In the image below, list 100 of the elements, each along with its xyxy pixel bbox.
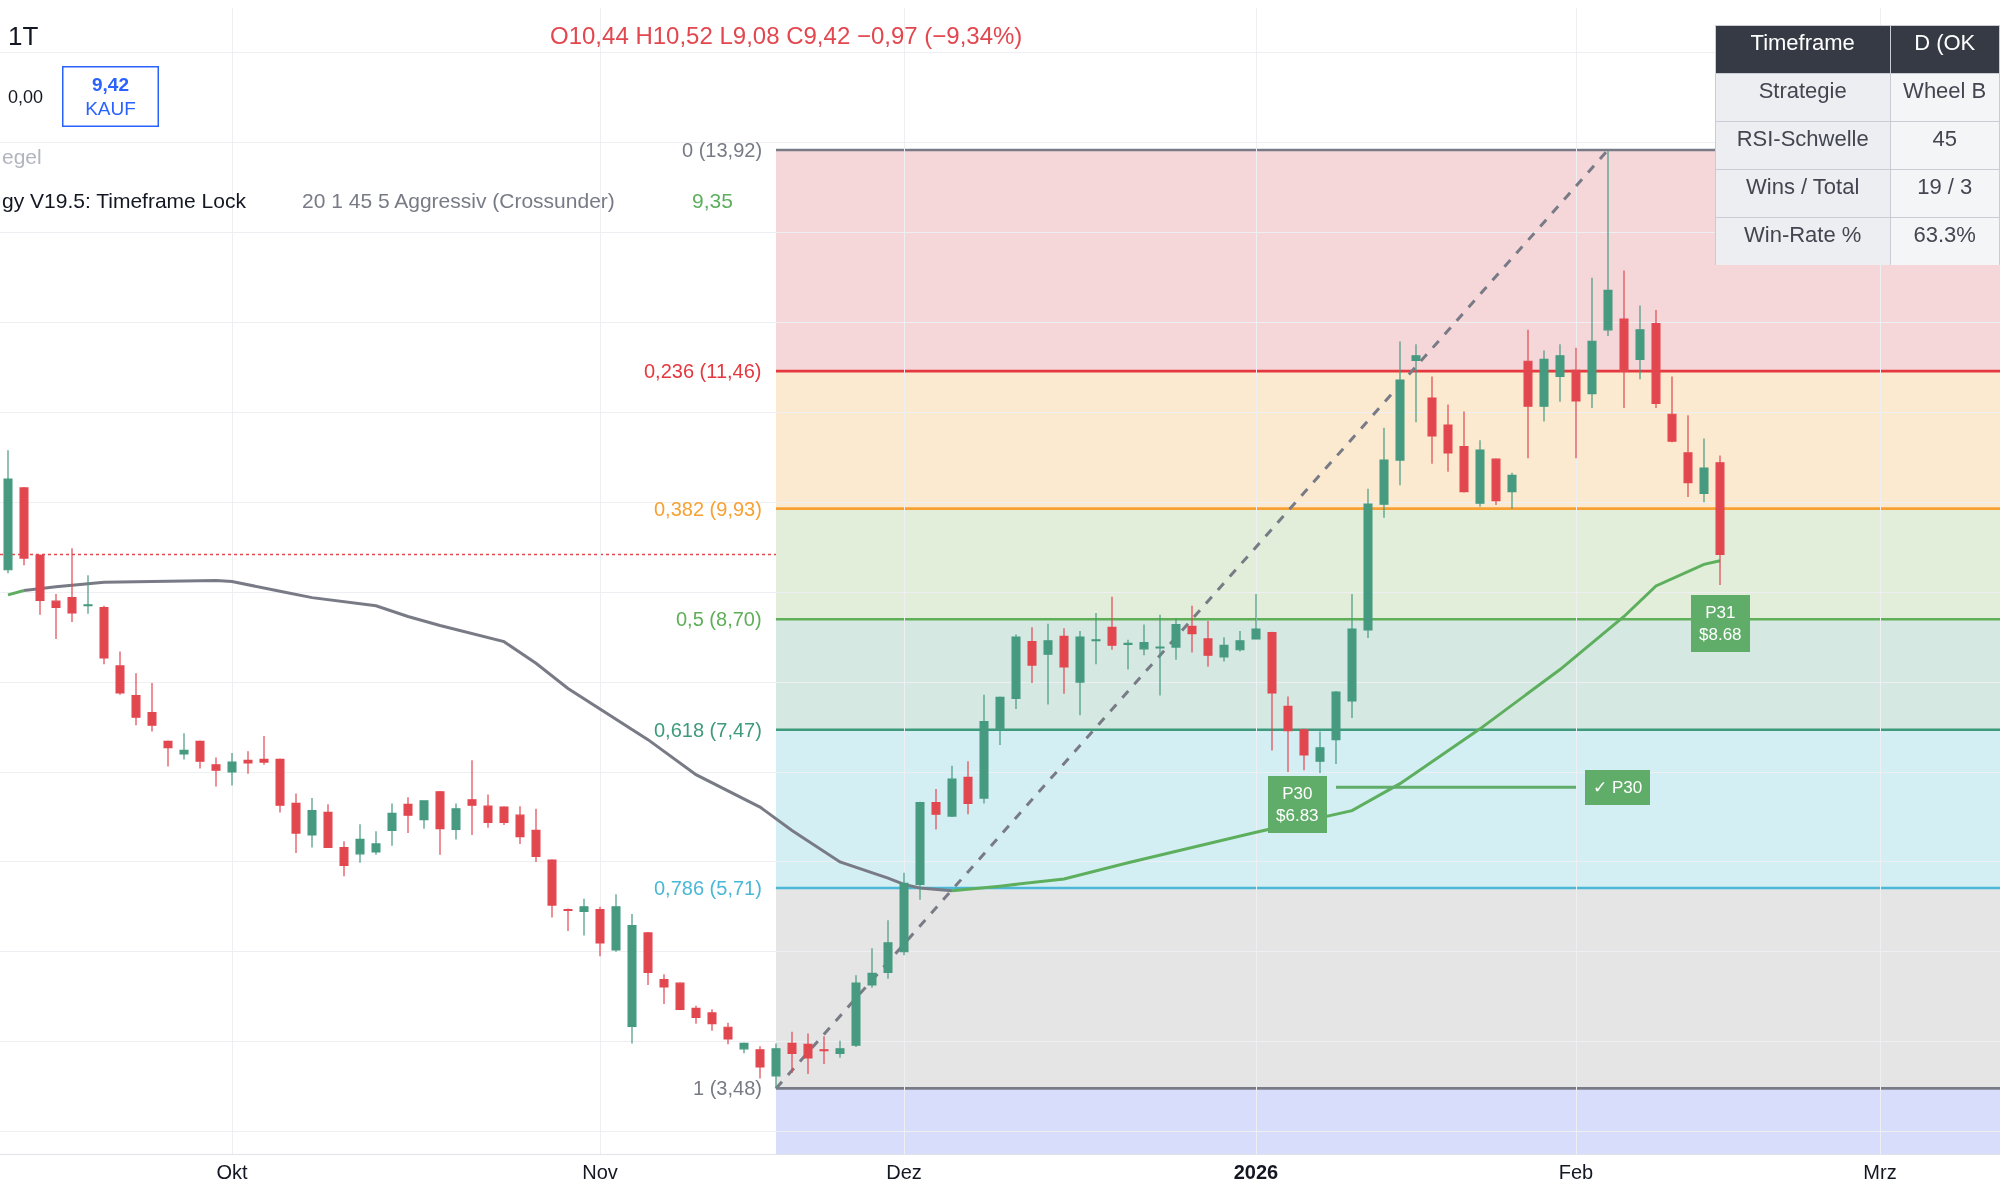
candlestick [1203, 620, 1213, 668]
candlestick [771, 1042, 781, 1089]
ref-line-label: 0,5 (8,70) [676, 608, 762, 630]
candlestick [883, 919, 893, 980]
candlestick [1219, 636, 1229, 663]
candlestick [787, 1031, 797, 1074]
candlestick [931, 788, 941, 831]
candlestick [515, 805, 525, 845]
x-tick-label: 2026 [1233, 1161, 1279, 1183]
annotation: P30 $6.83 [1276, 784, 1319, 826]
candlestick [1411, 343, 1421, 423]
ref-line-label: 1 (3,48) [693, 1077, 762, 1099]
candlestick [275, 757, 285, 814]
candlestick [1699, 437, 1709, 503]
candlestick [1267, 631, 1277, 752]
candlestick [291, 792, 301, 854]
candlestick [419, 800, 429, 830]
annotation: 9,42 KAUF [85, 73, 136, 120]
candlestick [1043, 623, 1053, 706]
candlestick [1443, 403, 1453, 473]
candlestick [1507, 472, 1517, 510]
candlestick [147, 682, 157, 733]
candlestick [1491, 457, 1501, 506]
candlestick [259, 735, 269, 766]
candlestick [1299, 728, 1309, 771]
candlestick [339, 840, 349, 877]
x-tick-label: Mrz [1863, 1161, 1897, 1183]
candlestick [1715, 455, 1725, 586]
candlestick [1523, 329, 1533, 459]
candlestick [1283, 695, 1293, 773]
annotation: egel [2, 145, 42, 168]
candlestick [1667, 375, 1677, 443]
candlestick [467, 759, 477, 836]
candlestick [723, 1022, 733, 1045]
text: 1T [8, 21, 39, 52]
candlestick [1539, 349, 1549, 423]
ref-line-label: 0,618 (7,47) [654, 719, 762, 741]
candlestick [675, 981, 685, 1010]
candlestick [99, 605, 109, 665]
x-tick-label: Nov [582, 1161, 618, 1183]
candlestick [1059, 627, 1069, 695]
candlestick [739, 1041, 749, 1054]
candlestick [1011, 633, 1021, 710]
candlestick [595, 906, 605, 957]
candlestick [627, 913, 637, 1045]
candlestick [211, 757, 221, 787]
ref-line-label: 0 (13,92) [682, 139, 763, 161]
candlestick [1683, 414, 1693, 498]
candlestick [1139, 623, 1149, 656]
annotation: gy V19.5: Timeframe Lock [2, 189, 247, 212]
candlestick [963, 760, 973, 815]
candlestick [1619, 269, 1629, 409]
candlestick [1635, 304, 1645, 380]
candlestick [1395, 340, 1405, 486]
candlestick [1363, 488, 1373, 639]
candlestick [1155, 614, 1165, 697]
annotation: 63.3% [1913, 221, 1976, 247]
candlestick [915, 801, 925, 901]
candlestick [435, 790, 445, 856]
candlestick [1251, 593, 1261, 640]
candlestick [803, 1032, 813, 1075]
candlestick [691, 1005, 701, 1025]
x-tick-label: Feb [1558, 1161, 1594, 1183]
candlestick [531, 808, 541, 863]
candlestick [179, 732, 189, 761]
candlestick [851, 974, 861, 1048]
candlestick [451, 802, 461, 841]
candlestick [323, 803, 333, 849]
candlestick [499, 805, 509, 826]
candlestick [867, 947, 877, 989]
candlestick [819, 1035, 829, 1065]
candlestick [1459, 410, 1469, 494]
annotation: 0,00 [8, 87, 44, 107]
candlestick [643, 931, 653, 986]
candlestick [115, 650, 125, 696]
annotation: 9,35 [692, 189, 733, 212]
candlestick [1107, 596, 1117, 651]
candlestick [1075, 630, 1085, 716]
ref-line-label: 0,786 (5,71) [654, 877, 762, 899]
candlestick [1187, 605, 1197, 654]
candlestick [195, 739, 205, 769]
candlestick [3, 449, 13, 574]
candlestick [835, 1040, 845, 1059]
x-tick-label: Okt [216, 1161, 248, 1183]
candlestick [83, 574, 93, 615]
candlestick [1603, 149, 1613, 337]
candlestick [1475, 439, 1485, 508]
candlestick [1123, 639, 1133, 671]
candlestick [707, 1008, 717, 1032]
candlestick [899, 872, 909, 956]
candlestick [51, 593, 61, 640]
candlestick [1091, 612, 1101, 665]
candlestick [227, 752, 237, 787]
candlestick [563, 908, 573, 932]
candlestick [1555, 343, 1565, 403]
candlestick [947, 765, 957, 818]
candlestick [131, 672, 141, 726]
candlestick [579, 898, 589, 937]
candlestick [1379, 427, 1389, 519]
x-tick-label: Dez [886, 1161, 922, 1183]
